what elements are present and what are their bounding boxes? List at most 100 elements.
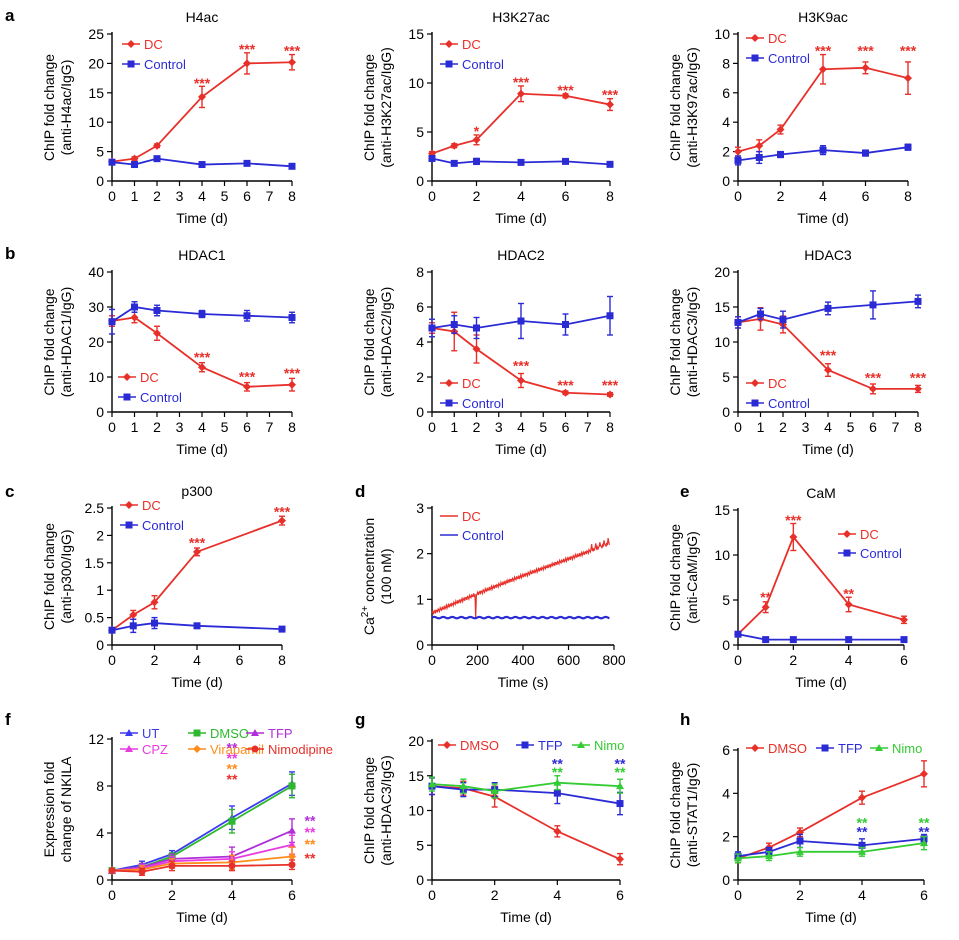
data-point [617, 800, 624, 807]
legend-label: DC [144, 37, 163, 52]
data-point [616, 855, 624, 863]
data-point [429, 155, 436, 162]
x-axis-label: Time (d) [176, 909, 228, 925]
legend-entry: Control [118, 390, 182, 405]
legend-marker [445, 379, 453, 387]
y-tick-label: 20 [714, 264, 730, 280]
significance-label: *** [284, 43, 301, 59]
legend-label: Nimodipine [268, 742, 333, 757]
y-tick-label: 1.5 [85, 555, 105, 571]
data-point [790, 636, 797, 643]
y-tick-label: 6 [416, 299, 424, 315]
legend-label: Nimo [594, 738, 624, 753]
x-tick-label: 5 [847, 419, 855, 435]
data-point [915, 298, 922, 305]
x-axis-label: Time (d) [495, 441, 547, 457]
series-control [429, 155, 614, 168]
chart-d: d 0 1 2 3 0 200 400 600 800 Time (s) Ca2+ concentra… [355, 482, 626, 690]
chart-h: h02460 2 4 6Time (d)ChIP fold change(anti-S… [667, 710, 930, 925]
legend-entry: TFP [246, 726, 293, 741]
legend-marker [123, 373, 131, 381]
legend-marker [128, 61, 135, 68]
x-tick-label: 5 [221, 188, 229, 204]
x-tick-label: 8 [606, 188, 614, 204]
chart-title: p300 [181, 483, 212, 499]
x-tick-label: 1 [131, 188, 139, 204]
x-tick-label: 1 [450, 419, 458, 435]
data-point [553, 827, 561, 835]
significance-label: *** [194, 349, 211, 365]
x-tick-label: 6 [616, 887, 624, 903]
panel-letter: h [680, 710, 690, 729]
x-axis-label: Time (d) [797, 210, 849, 226]
data-point [279, 626, 286, 633]
x-tick-label: 6 [288, 887, 296, 903]
panel-letter: c [5, 482, 14, 501]
x-tick-label: 6 [562, 188, 570, 204]
y-axis-label: ChIP fold change(anti-HDAC3/IgG) [667, 287, 700, 397]
y-axis-label: ChIP fold change(anti-HDAC3/IgG) [361, 755, 394, 865]
data-point [518, 159, 525, 166]
x-tick-label: 800 [602, 652, 626, 668]
x-tick-label: 2 [153, 419, 161, 435]
data-point [154, 155, 161, 162]
legend-label: TFP [538, 738, 563, 753]
data-point [820, 147, 827, 154]
significance-label: *** [513, 358, 530, 374]
data-point [154, 307, 161, 314]
significance-label: *** [274, 503, 291, 519]
y-tick-label: 4 [416, 334, 424, 350]
y-tick-label: 15 [714, 299, 730, 315]
x-tick-label: 4 [517, 188, 525, 204]
data-point [289, 163, 296, 170]
y-tick-label: 10 [714, 334, 730, 350]
x-tick-label: 0 [734, 419, 742, 435]
y-tick-label: 2 [416, 369, 424, 385]
data-point [869, 385, 877, 393]
y-tick-label: 8 [96, 778, 104, 794]
significance-label: *** [557, 377, 574, 393]
panel-letter: d [355, 482, 365, 501]
legend-marker [752, 400, 759, 407]
x-tick-label: 2 [168, 887, 176, 903]
y-axis-label: ChIP fold change(anti-H4ac/IgG) [41, 54, 74, 161]
significance-label: *** [785, 512, 802, 528]
legend-entry: Control [440, 396, 504, 411]
chart-b3: 051015200 1 2 3 4 5 6 7 8Time (d)ChIP fold chang… [667, 247, 927, 457]
x-tick-label: 3 [176, 419, 184, 435]
y-tick-label: 6 [722, 742, 730, 758]
significance-label: * [474, 123, 480, 139]
y-tick-label: 40 [88, 264, 104, 280]
x-tick-label: 400 [511, 652, 535, 668]
y-tick-label: 12 [88, 731, 104, 747]
dc-trace [432, 538, 609, 618]
x-tick-label: 6 [900, 652, 908, 668]
data-point [862, 64, 870, 72]
x-axis-label: Time (s) [498, 674, 549, 690]
x-tick-label: 2 [796, 887, 804, 903]
data-point [862, 150, 869, 157]
legend-label: TFP [268, 726, 293, 741]
data-point [288, 381, 296, 389]
series-line [738, 774, 924, 859]
legend-label: Control [860, 546, 902, 561]
legend-marker [446, 400, 453, 407]
legend-label: DC [768, 376, 787, 391]
data-point [845, 636, 852, 643]
x-tick-label: 8 [904, 188, 912, 204]
y-tick-label: 0 [96, 637, 104, 653]
data-point [607, 312, 614, 319]
legend-entry: DC [838, 527, 879, 542]
legend-entry: DC [746, 376, 787, 391]
significance-label: ** [615, 764, 626, 780]
panel-letter: a [5, 6, 15, 25]
data-point [289, 783, 296, 790]
x-tick-label: 2 [473, 419, 481, 435]
x-tick-label: 4 [824, 419, 832, 435]
significance-label: ** [227, 771, 238, 787]
legend-label: Control [768, 396, 810, 411]
y-tick-label: 4 [722, 114, 730, 130]
x-tick-label: 4 [198, 188, 206, 204]
y-tick-label: 0 [416, 637, 424, 653]
